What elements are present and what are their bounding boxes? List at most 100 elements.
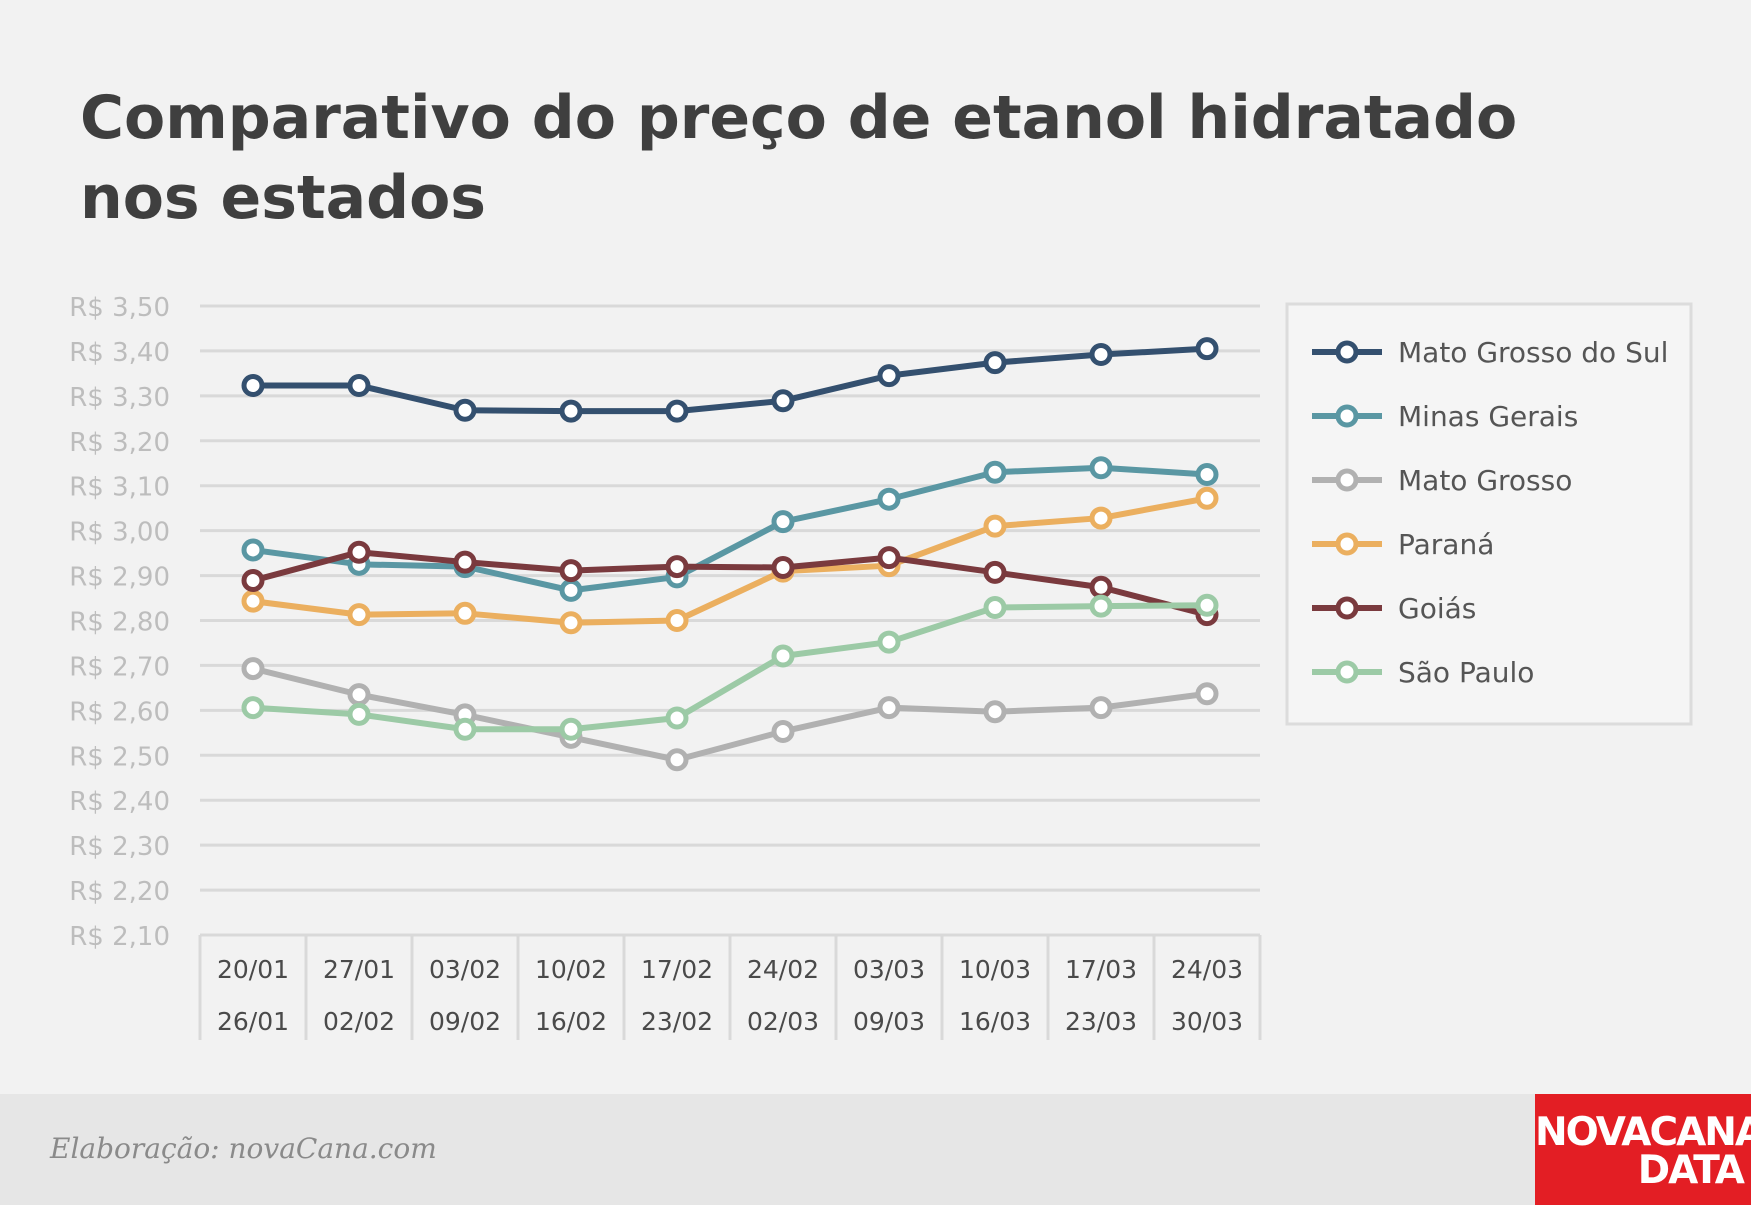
data-point [1195, 337, 1219, 361]
y-tick-label: R$ 2,60 [69, 697, 170, 727]
data-point [665, 555, 689, 579]
series-0 [241, 337, 1219, 423]
y-tick-label: R$ 2,10 [69, 922, 170, 952]
x-tick-label-start: 10/03 [959, 955, 1031, 984]
data-point [453, 717, 477, 741]
y-tick-label: R$ 2,20 [69, 877, 170, 907]
data-point [665, 609, 689, 632]
data-point [453, 550, 477, 574]
series-5 [241, 593, 1219, 741]
data-point [877, 364, 901, 388]
y-tick-label: R$ 3,10 [69, 473, 170, 503]
x-tick-label-start: 03/02 [429, 955, 501, 984]
data-point [347, 374, 371, 398]
legend-label: São Paulo [1398, 656, 1534, 689]
data-point [771, 555, 795, 579]
footer: Elaboração: novaCana.com NOVACANA DATA [0, 1094, 1751, 1205]
data-point [1195, 682, 1219, 706]
x-tick-label-start: 17/02 [641, 955, 713, 984]
x-tick-label-start: 24/03 [1171, 955, 1243, 984]
data-point [983, 560, 1007, 584]
x-tick-label-start: 20/01 [217, 955, 289, 984]
data-point [665, 748, 689, 772]
data-point [665, 399, 689, 423]
y-tick-label: R$ 3,50 [69, 293, 170, 323]
x-tick-label-end: 26/01 [217, 1007, 289, 1036]
x-tick-label-start: 03/03 [853, 955, 925, 984]
x-tick-label-start: 17/03 [1065, 955, 1137, 984]
y-tick-label: R$ 2,90 [69, 563, 170, 593]
data-point [559, 399, 583, 423]
data-point [983, 460, 1007, 484]
data-point [241, 589, 265, 613]
data-point [771, 510, 795, 534]
data-point [1089, 696, 1113, 720]
series-3 [241, 486, 1219, 635]
x-tick-label-end: 30/03 [1171, 1007, 1243, 1036]
legend: Mato Grosso do Sul Minas Gerais Mato Gross… [1285, 302, 1693, 726]
legend-label: Minas Gerais [1398, 400, 1578, 433]
data-point [241, 657, 265, 681]
data-point [559, 717, 583, 741]
data-point [983, 595, 1007, 619]
y-tick-label: R$ 2,80 [69, 608, 170, 638]
data-point [347, 603, 371, 627]
data-point [771, 644, 795, 668]
legend-label: Mato Grosso do Sul [1398, 336, 1668, 369]
legend-label: Paraná [1398, 528, 1494, 561]
legend-item: São Paulo [1312, 656, 1534, 689]
legend-item: Paraná [1312, 528, 1494, 561]
data-point [347, 540, 371, 564]
x-tick-label-start: 10/02 [535, 955, 607, 984]
chart-title-line-2: nos estados [80, 163, 486, 233]
data-point [877, 630, 901, 654]
data-point [771, 719, 795, 743]
novacana-data-logo: NOVACANA DATA [1535, 1094, 1751, 1205]
legend-item: Mato Grosso [1312, 464, 1572, 497]
legend-marker [1335, 468, 1359, 492]
legend-marker [1335, 660, 1359, 684]
data-point [453, 398, 477, 422]
data-point [983, 700, 1007, 724]
x-tick-label-start: 27/01 [323, 955, 395, 984]
x-tick-label-end: 23/03 [1065, 1007, 1137, 1036]
data-point [1089, 456, 1113, 480]
credit-text: Elaboração: novaCana.com [50, 1132, 437, 1165]
data-point [1195, 593, 1219, 617]
data-point [1089, 506, 1113, 530]
data-point [559, 578, 583, 602]
y-axis-ticks: R$ 3,50 R$ 3,40 R$ 3,30 R$ 3,20 R$ 3,10 R$ 3,… [69, 293, 170, 952]
series-1 [241, 456, 1219, 602]
legend-label: Mato Grosso [1398, 464, 1572, 497]
x-tick-label-end: 02/02 [323, 1007, 395, 1036]
data-point [559, 611, 583, 635]
x-tick-label-end: 16/03 [959, 1007, 1031, 1036]
y-tick-label: R$ 3,30 [69, 383, 170, 413]
data-point [983, 351, 1007, 375]
data-point [877, 546, 901, 570]
line-chart: R$ 3,50 R$ 3,40 R$ 3,30 R$ 3,20 R$ 3,10 R$ 3,… [69, 293, 1693, 1040]
chart-title-line-1: Comparativo do preço de etanol hidratado [80, 83, 1518, 153]
y-tick-label: R$ 3,00 [69, 518, 170, 548]
series-line [250, 602, 1210, 733]
legend-box [1285, 302, 1693, 726]
legend-item: Minas Gerais [1312, 400, 1578, 433]
legend-label: Goiás [1398, 592, 1476, 625]
series-line [250, 549, 1210, 618]
x-tick-label-end: 09/03 [853, 1007, 925, 1036]
data-point [1089, 575, 1113, 599]
data-point [877, 487, 901, 511]
legend-item: Goiás [1312, 592, 1476, 625]
legend-marker [1335, 404, 1359, 428]
data-point [241, 374, 265, 398]
x-tick-label-start: 24/02 [747, 955, 819, 984]
data-point [1195, 462, 1219, 486]
chart-title: Comparativo do preço de etanol hidratado… [80, 78, 1580, 238]
y-tick-label: R$ 3,20 [69, 428, 170, 458]
series-lines [241, 337, 1219, 772]
logo-text-line-2: DATA [1637, 1148, 1745, 1193]
legend-marker [1335, 340, 1359, 364]
series-line [250, 495, 1210, 626]
legend-item: Mato Grosso do Sul [1312, 336, 1668, 369]
data-point [1195, 486, 1219, 510]
